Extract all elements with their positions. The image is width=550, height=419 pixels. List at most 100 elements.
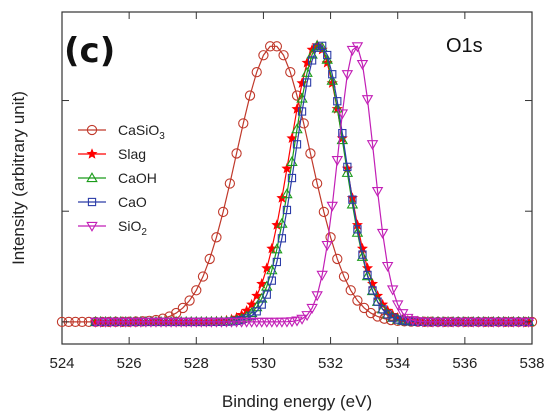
x-tick-label-2: 528 [184,355,209,372]
data-point-sio2-49 [336,109,349,120]
data-point-casio3-32 [271,41,283,52]
x-tick-label-5: 534 [385,355,410,372]
data-point-cao-46 [323,50,332,60]
data-point-cao-54 [363,270,372,280]
data-point-caoh-47 [326,74,338,85]
data-point-sio2-50 [341,70,354,81]
legend-item-slag: Slag [78,146,146,162]
legend-marker [87,197,97,207]
data-point-cao-44 [312,43,322,52]
data-point-cao-57 [378,305,387,314]
data-point-caoh-50 [341,166,354,177]
data-point-cao-41 [297,107,307,116]
data-point-sio2-42 [301,311,313,322]
legend-item-caoh: CaOH [78,170,157,186]
legend-item-sio2: SiO2 [78,218,147,238]
data-point-sio2-55 [366,140,379,151]
data-point-casio3-24 [217,206,229,218]
data-point-sio2-60 [391,300,404,311]
data-point-casio3-44 [352,295,363,306]
data-point-casio3-30 [258,50,269,61]
data-point-sio2-45 [316,270,328,281]
data-point-casio3-27 [238,118,249,129]
legend-label: CaOH [118,170,157,186]
data-point-slag-31 [246,298,258,310]
data-point-casio3-22 [204,253,215,265]
legend-label: Slag [118,146,146,162]
data-point-caoh-48 [331,102,344,113]
data-point-slag-38 [281,162,293,174]
x-tick-label-4: 532 [318,355,343,372]
data-point-casio3-45 [358,302,370,314]
data-point-cao-34 [262,290,271,299]
data-point-casio3-18 [177,302,189,314]
data-point-sio2-48 [331,155,344,167]
data-point-casio3-21 [197,271,209,282]
data-point-cao-53 [358,250,367,259]
data-point-sio2-51 [346,45,359,56]
x-tick-label-0: 524 [49,355,74,372]
data-point-casio3-33 [278,50,289,61]
data-point-caoh-53 [356,250,369,261]
peak-annotation: O1s [446,35,483,57]
legend-marker [86,221,98,232]
data-point-cao-43 [307,56,317,65]
data-point-sio2-40 [291,316,303,327]
data-point-casio3-25 [224,178,236,189]
data-point-cao-55 [368,286,377,295]
data-point-casio3-31 [264,41,276,52]
data-point-casio3-39 [318,206,330,218]
data-point-cao-38 [282,205,292,215]
data-point-slag-34 [261,262,273,273]
data-point-casio3-19 [184,295,195,306]
legend-item-casio3: CaSiO3 [78,122,165,142]
series-sio2 [89,42,535,328]
data-point-sio2-57 [376,228,389,239]
data-point-sio2-62 [402,313,414,324]
data-point-sio2-43 [306,303,318,314]
data-point-cao-51 [348,195,357,204]
data-point-sio2-47 [326,201,338,212]
legend-label: CaSiO3 [118,122,165,142]
data-point-casio3-37 [305,148,316,159]
data-point-casio3-35 [291,90,303,101]
data-point-cao-39 [287,173,297,183]
axes-layer: 524 526 528 530 532 534 536 538 [49,12,545,372]
data-point-casio3-20 [191,285,202,296]
plot-area [61,11,533,345]
data-point-casio3-28 [244,90,256,101]
data-point-caoh-44 [311,39,323,50]
data-point-cao-45 [318,41,327,50]
data-point-cao-47 [328,70,337,79]
data-point-cao-37 [277,234,287,243]
data-point-sio2-53 [356,60,369,71]
x-tick-label-3: 530 [251,355,276,372]
data-point-casio3-29 [251,67,262,78]
data-point-slag-33 [256,278,268,289]
x-tick-label-1: 526 [117,355,142,372]
y-axis-title: Intensity (arbitrary unit) [9,91,28,265]
data-point-slag-32 [251,290,263,301]
data-point-casio3-47 [372,311,383,322]
data-point-casio3-46 [365,307,377,319]
data-point-sio2-44 [311,291,323,302]
data-point-sio2-54 [361,95,374,106]
data-point-cao-52 [353,225,362,234]
legend-label: SiO2 [118,218,147,238]
data-point-cao-40 [292,140,302,149]
data-point-casio3-26 [231,148,242,159]
data-point-cao-50 [343,162,352,172]
data-point-sio2-39 [286,317,298,328]
data-point-cao-32 [252,307,261,316]
x-tick-label-6: 536 [452,355,477,372]
legend-marker [86,148,98,159]
legend-label: CaO [118,194,147,210]
data-point-cao-49 [338,128,347,138]
data-point-cao-31 [247,311,256,320]
data-point-casio3-42 [338,271,350,282]
data-point-sio2-41 [296,314,308,325]
data-point-casio3-38 [311,178,323,189]
data-point-casio3-2 [70,316,81,328]
data-point-casio3-34 [285,67,296,78]
